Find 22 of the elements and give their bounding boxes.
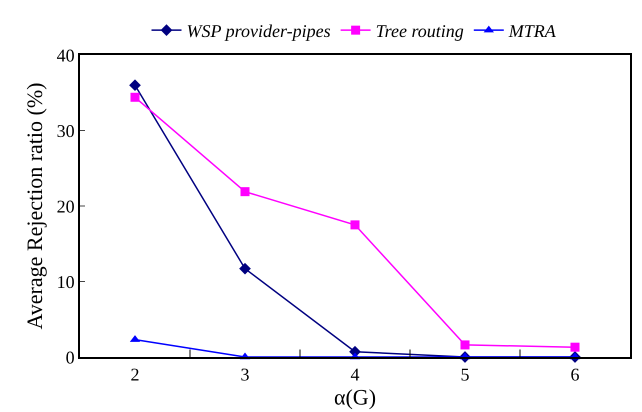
point: [460, 340, 470, 350]
x-tick-label: 6: [570, 364, 580, 384]
legend-label: WSP provider-pipes: [186, 21, 331, 42]
point: [240, 187, 250, 196]
x-tick-label: 5: [460, 364, 470, 384]
legend-label: Tree routing: [376, 21, 464, 42]
x-tick-label: 3: [240, 364, 250, 384]
x-tick-label: 4: [350, 364, 360, 384]
point: [350, 220, 360, 230]
point: [130, 92, 140, 102]
point: [570, 342, 580, 352]
y-tick-label: 0: [66, 347, 75, 368]
y-tick-label: 30: [56, 120, 75, 141]
point: [129, 79, 141, 92]
y-tick-label: 10: [56, 272, 75, 292]
y-tick-label: 40: [56, 45, 75, 66]
x-tick-label: 2: [130, 364, 140, 384]
legend-label: MTRA: [508, 21, 557, 42]
y-tick-label: 20: [56, 196, 75, 216]
y-axis-title: Average Rejection ratio (%): [22, 82, 47, 330]
point: [239, 262, 251, 275]
x-axis-title: α(G): [334, 384, 376, 410]
